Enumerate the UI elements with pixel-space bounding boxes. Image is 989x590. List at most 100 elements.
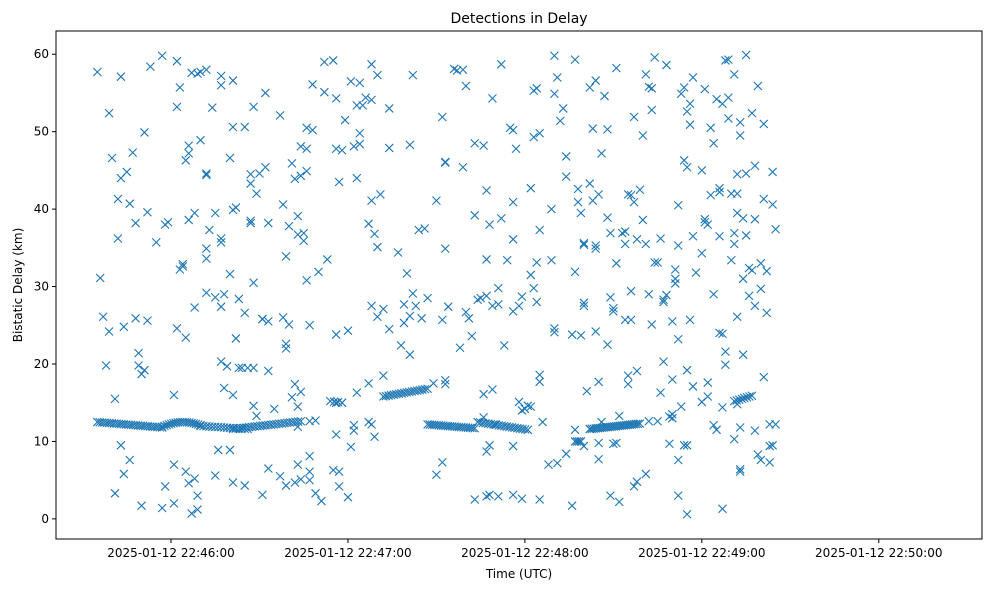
data-point-6	[107, 153, 117, 163]
data-point-102	[246, 216, 256, 226]
data-point-142	[293, 402, 303, 411]
data-point-50	[184, 148, 194, 158]
data-point-64	[202, 65, 211, 75]
data-point-131	[284, 320, 294, 329]
data-point-396	[653, 258, 662, 267]
data-point-405	[665, 439, 674, 449]
data-point-375	[626, 190, 636, 200]
data-point-18	[125, 455, 135, 465]
data-point-332	[579, 240, 589, 250]
data-point-59	[193, 505, 202, 514]
y-tick-label: 60	[34, 47, 49, 61]
data-point-265	[485, 220, 494, 229]
data-point-32	[157, 503, 167, 513]
data-point-624	[423, 384, 432, 394]
data-point-42	[172, 323, 182, 333]
data-point-287	[517, 292, 527, 302]
data-point-253	[473, 295, 483, 305]
data-point-8	[110, 488, 120, 498]
data-point-147	[299, 236, 309, 246]
data-point-203	[370, 229, 379, 239]
data-point-204	[370, 432, 379, 442]
data-point-696	[635, 419, 645, 429]
data-point-33	[157, 51, 167, 61]
data-point-73	[210, 208, 220, 218]
data-point-345	[594, 190, 604, 199]
data-point-698	[732, 395, 742, 405]
data-point-615	[399, 388, 409, 398]
data-point-358	[608, 306, 618, 316]
data-point-408	[667, 375, 677, 384]
data-point-228	[423, 293, 432, 303]
data-point-441	[700, 214, 710, 224]
data-point-144	[296, 387, 306, 397]
data-point-374	[626, 286, 636, 296]
data-point-505	[762, 266, 772, 276]
data-point-504	[762, 308, 772, 318]
data-point-497	[753, 81, 763, 91]
data-point-41	[172, 102, 182, 112]
data-point-311	[549, 51, 559, 61]
data-point-212	[384, 104, 394, 113]
data-point-344	[591, 76, 601, 85]
data-point-415	[673, 241, 683, 250]
y-axis-label: Bistatic Delay (km)	[11, 228, 25, 343]
data-point-507	[765, 457, 775, 467]
data-point-314	[552, 458, 562, 468]
data-point-22	[134, 348, 143, 358]
data-point-218	[402, 268, 412, 278]
data-point-136	[290, 478, 300, 487]
data-point-34	[160, 481, 170, 491]
data-point-424	[682, 107, 692, 116]
data-point-302	[535, 225, 545, 235]
data-point-14	[119, 322, 129, 332]
data-point-244	[458, 162, 468, 172]
data-point-316	[555, 116, 565, 126]
y-tick-label: 50	[34, 125, 49, 139]
data-point-230	[432, 196, 441, 205]
data-point-355	[606, 293, 615, 302]
data-point-96	[234, 294, 244, 304]
data-point-450	[712, 425, 721, 435]
data-point-122	[269, 404, 279, 414]
data-point-281	[508, 441, 518, 451]
data-point-98	[240, 481, 250, 490]
data-point-197	[364, 378, 373, 388]
data-point-325	[570, 425, 580, 435]
data-point-239	[440, 379, 450, 389]
data-point-506	[765, 441, 775, 451]
y-tick-label: 0	[41, 512, 49, 526]
data-point-453	[715, 187, 724, 197]
data-point-66	[202, 288, 211, 298]
data-point-119	[263, 317, 273, 326]
data-point-397	[653, 416, 662, 426]
data-point-224	[411, 301, 421, 311]
data-point-617	[404, 387, 414, 397]
data-point-68	[202, 254, 211, 264]
data-point-278	[508, 197, 518, 207]
data-point-440	[700, 84, 710, 94]
data-point-89	[228, 122, 238, 132]
data-point-328	[576, 208, 586, 218]
data-point-74	[210, 293, 220, 302]
data-point-492	[750, 161, 760, 171]
data-point-260	[482, 447, 491, 456]
data-point-418	[673, 334, 683, 344]
data-point-137	[290, 379, 300, 389]
data-point-491	[747, 265, 757, 275]
data-point-607	[378, 392, 388, 401]
data-point-95	[234, 363, 244, 373]
data-point-466	[726, 255, 736, 265]
data-point-446	[706, 190, 716, 200]
data-point-407	[667, 413, 677, 423]
data-point-111	[252, 411, 261, 421]
data-point-15	[119, 469, 129, 479]
data-point-247	[461, 81, 471, 91]
data-point-703	[745, 392, 754, 401]
data-point-423	[679, 440, 689, 450]
data-point-384	[638, 215, 648, 225]
data-point-208	[376, 190, 385, 199]
data-point-470	[729, 228, 739, 238]
data-point-312	[549, 327, 559, 337]
data-point-272	[493, 283, 503, 293]
